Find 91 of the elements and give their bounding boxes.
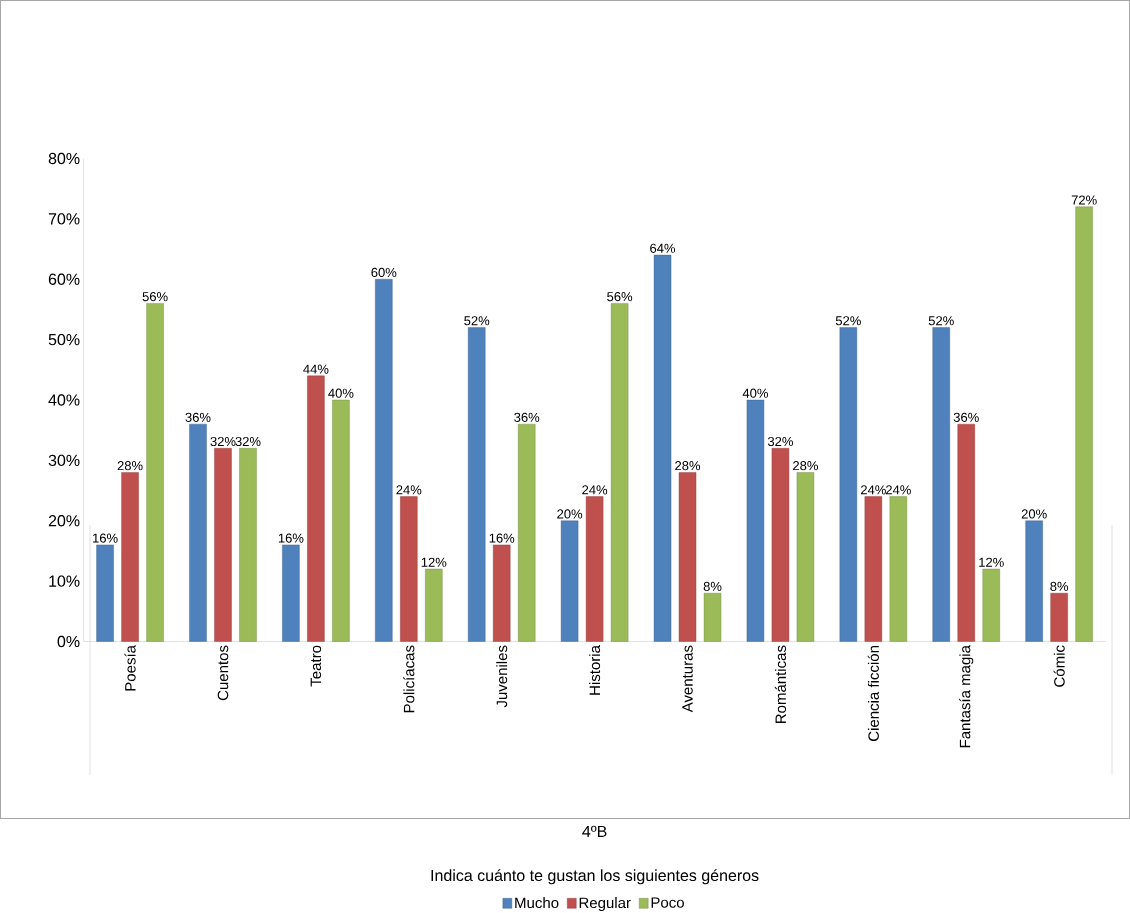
data-label: 32% bbox=[767, 436, 793, 446]
bar bbox=[1075, 206, 1093, 642]
bar bbox=[146, 302, 164, 642]
data-label: 20% bbox=[1021, 509, 1047, 519]
bar bbox=[96, 544, 114, 642]
bar bbox=[653, 254, 672, 642]
bar bbox=[703, 592, 722, 642]
data-label: 52% bbox=[928, 315, 954, 326]
legend-label: Mucho bbox=[515, 896, 559, 908]
data-label: 40% bbox=[328, 388, 354, 398]
bar bbox=[332, 399, 350, 642]
data-label: 16% bbox=[489, 533, 515, 543]
bar bbox=[560, 520, 579, 642]
bar bbox=[864, 496, 883, 642]
data-label: 28% bbox=[793, 460, 818, 471]
data-label: 28% bbox=[675, 460, 701, 471]
bar bbox=[932, 327, 950, 642]
data-label: 52% bbox=[464, 315, 490, 326]
y-tick-label: 0% bbox=[57, 635, 80, 647]
data-label: 8% bbox=[1050, 581, 1069, 591]
y-tick-label: 30% bbox=[48, 454, 80, 466]
data-label: 36% bbox=[953, 412, 979, 422]
text: 4ºB bbox=[582, 825, 607, 837]
bar bbox=[610, 302, 629, 642]
bar bbox=[214, 447, 232, 642]
x-tick-label: Poesía bbox=[124, 644, 136, 691]
bar bbox=[121, 472, 139, 642]
data-label: 16% bbox=[278, 533, 304, 543]
bar bbox=[307, 375, 325, 642]
data-label: 52% bbox=[835, 315, 861, 326]
bar bbox=[746, 399, 765, 642]
x-tick-label: Juveniles bbox=[496, 645, 508, 708]
bar bbox=[400, 496, 418, 642]
bar bbox=[585, 496, 604, 642]
bar bbox=[796, 472, 815, 642]
data-label: 40% bbox=[742, 388, 768, 398]
data-label: 64% bbox=[650, 243, 676, 253]
x-tick-label: Cuentos bbox=[217, 645, 229, 700]
bar bbox=[982, 568, 1000, 642]
y-tick-label: 70% bbox=[48, 212, 80, 225]
data-label: 12% bbox=[979, 557, 1004, 567]
y-tick-label: 40% bbox=[48, 394, 80, 406]
data-label: 16% bbox=[93, 533, 118, 543]
bar bbox=[839, 327, 858, 642]
data-label: 36% bbox=[514, 412, 540, 422]
bar bbox=[189, 423, 207, 642]
x-tick-label: Aventuras bbox=[682, 645, 693, 713]
data-label: 28% bbox=[117, 460, 143, 471]
data-label: 56% bbox=[607, 291, 633, 301]
data-label: 24% bbox=[860, 485, 886, 495]
text: Indica cuánto te gustan los siguientes géneros bbox=[431, 868, 759, 885]
bar bbox=[1050, 592, 1068, 642]
data-label: 8% bbox=[703, 581, 722, 591]
data-label: 56% bbox=[142, 291, 168, 301]
x-tick-label: Cómic bbox=[1053, 645, 1065, 687]
data-label: 20% bbox=[557, 509, 583, 519]
x-tick-label: Románticas bbox=[774, 645, 787, 723]
y-tick-label: 50% bbox=[48, 333, 80, 346]
data-label: 44% bbox=[303, 364, 329, 374]
y-tick-label: 80% bbox=[48, 152, 80, 164]
bar bbox=[678, 472, 697, 642]
data-label: 72% bbox=[1071, 195, 1097, 205]
data-label: 12% bbox=[421, 557, 447, 567]
bar bbox=[493, 544, 511, 642]
x-tick-label: Policíacas bbox=[403, 645, 415, 712]
bar bbox=[889, 496, 908, 642]
bar bbox=[282, 544, 300, 642]
bar bbox=[375, 278, 393, 642]
x-tick-label: Historia bbox=[589, 644, 601, 695]
bar bbox=[957, 423, 975, 642]
x-tick-label: Teatro bbox=[310, 645, 322, 687]
y-tick-label: 10% bbox=[49, 575, 80, 587]
x-tick-label: Fantasía magia bbox=[959, 644, 974, 747]
bar bbox=[1025, 520, 1043, 642]
data-label: 24% bbox=[396, 485, 422, 495]
legend-label: Poco bbox=[651, 897, 684, 908]
legend-label: Regular bbox=[579, 896, 631, 911]
data-label: 60% bbox=[371, 267, 397, 277]
x-tick-label: Ciencia ficción bbox=[867, 645, 879, 741]
data-label: 24% bbox=[885, 485, 911, 495]
data-label: 32% bbox=[235, 436, 261, 446]
bar bbox=[239, 447, 257, 642]
bar bbox=[771, 447, 790, 642]
bar bbox=[518, 423, 536, 642]
y-tick-label: 20% bbox=[48, 514, 80, 527]
y-tick-label: 60% bbox=[48, 273, 80, 285]
bar bbox=[468, 327, 486, 642]
data-label: 24% bbox=[582, 485, 608, 495]
data-label: 36% bbox=[185, 412, 211, 422]
data-label: 32% bbox=[210, 436, 236, 446]
bar bbox=[425, 568, 443, 642]
